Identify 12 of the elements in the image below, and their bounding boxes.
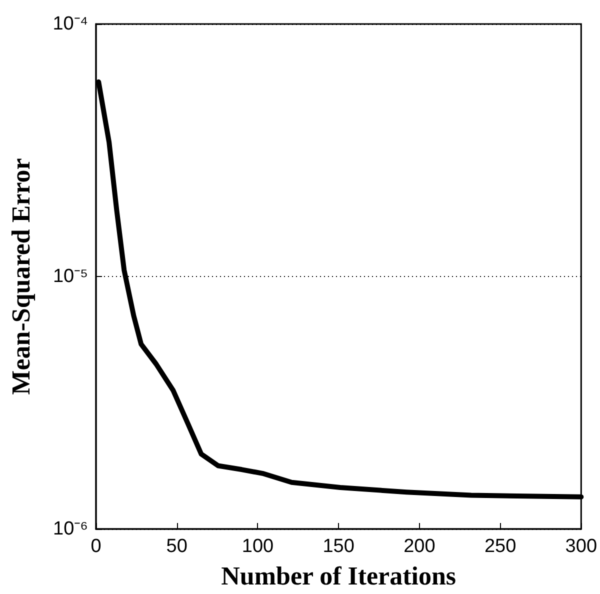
x-tick-label: 100 (242, 536, 274, 557)
x-tick-label: 0 (90, 536, 102, 557)
y-tick-label: 10⁻⁶ (53, 518, 88, 540)
y-axis-title: Mean-Squared Error (6, 158, 36, 395)
y-tick-label: 10⁻⁴ (52, 14, 88, 34)
x-tick-label: 300 (565, 536, 597, 557)
x-tick-label: 250 (484, 536, 516, 557)
x-tick-label: 150 (322, 536, 354, 557)
x-tick-label: 200 (404, 536, 436, 557)
x-axis-title: Number of Iterations (221, 562, 456, 590)
x-tick-label: 50 (166, 536, 188, 557)
y-tick-label: 10⁻⁵ (52, 266, 88, 287)
